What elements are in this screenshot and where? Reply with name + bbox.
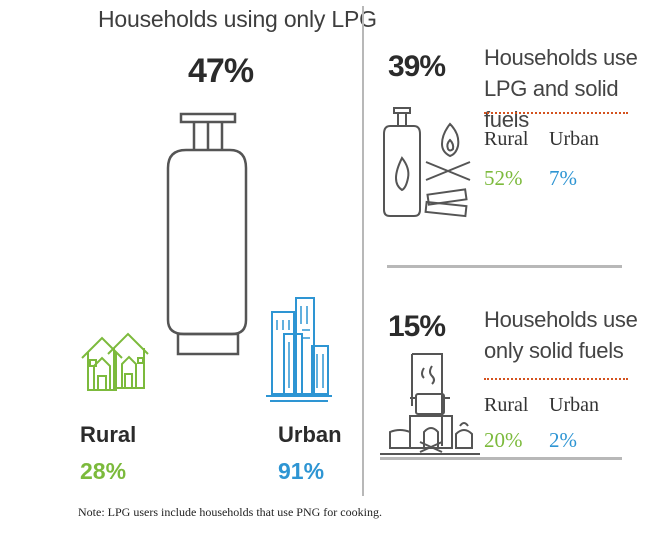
lpg-and-solid-percent: 39% [388, 50, 446, 83]
panel-title-lpg-only: Households using only LPG [98, 6, 377, 32]
urban-label: Urban [278, 422, 342, 447]
dotted-rule [484, 112, 628, 114]
solid-only-title: Households use only solid fuels [484, 304, 638, 366]
urban-value: 91% [278, 458, 325, 484]
rural-label: Rural [80, 422, 137, 447]
solid-only-rural-label: Rural [484, 394, 529, 416]
lpg-and-solid-urban-value: 7% [549, 166, 577, 190]
section-divider-1 [387, 265, 622, 268]
solid-only-title-line1: Households use [484, 307, 638, 332]
lpg-cylinder-icon [166, 112, 248, 356]
lpg-and-solid-title-line2: LPG and solid fuels [484, 76, 619, 132]
dotted-rule-2 [484, 378, 628, 380]
rural-value: 28% [80, 458, 127, 484]
section-divider-2 [380, 457, 622, 460]
urban-buildings-icon [266, 297, 332, 402]
solid-only-title-line2: only solid fuels [484, 338, 624, 363]
solid-only-urban-label: Urban [549, 394, 599, 416]
lpg-and-solid-urban-label: Urban [549, 128, 599, 150]
lpg-and-solid-title: Households use LPG and solid fuels [484, 42, 650, 135]
chulha-cooking-icon [380, 353, 480, 455]
lpg-and-solid-title-line1: Households use [484, 45, 638, 70]
cylinder-and-fire-icon [383, 107, 471, 218]
footnote: Note: LPG users include households that … [78, 505, 382, 519]
lpg-and-solid-rural-label: Rural [484, 128, 529, 150]
solid-only-percent: 15% [388, 310, 446, 343]
solid-only-rural-value: 20% [484, 428, 523, 452]
vertical-divider [362, 6, 364, 496]
rural-houses-icon [81, 332, 149, 391]
lpg-and-solid-rural-value: 52% [484, 166, 523, 190]
solid-only-urban-value: 2% [549, 428, 577, 452]
lpg-only-percent: 47% [188, 52, 254, 90]
